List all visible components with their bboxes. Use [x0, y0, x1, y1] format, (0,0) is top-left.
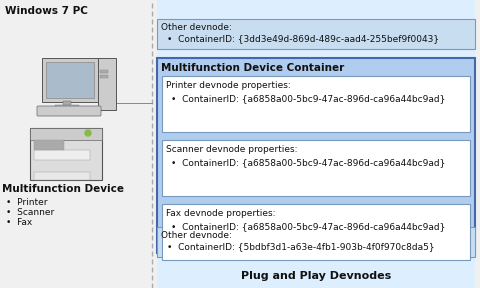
Bar [34, 150, 90, 160]
Bar [55, 105, 79, 108]
Circle shape [85, 130, 91, 136]
Bar [34, 140, 64, 150]
Text: •  ContainerID: {a6858a00-5bc9-47ac-896d-ca96a44bc9ad}: • ContainerID: {a6858a00-5bc9-47ac-896d-… [171, 94, 445, 103]
Text: •  Printer: • Printer [6, 198, 48, 207]
Text: •  Fax: • Fax [6, 218, 32, 227]
Text: Plug and Play Devnodes: Plug and Play Devnodes [241, 271, 391, 281]
Bar [100, 75, 108, 78]
Bar [63, 101, 71, 106]
Bar [162, 76, 470, 132]
Bar [157, 227, 475, 257]
Text: •  ContainerID: {3dd3e49d-869d-489c-aad4-255bef9f0043}: • ContainerID: {3dd3e49d-869d-489c-aad4-… [167, 34, 439, 43]
Text: Fax devnode properties:: Fax devnode properties: [166, 209, 276, 218]
Bar [100, 70, 108, 73]
Text: Other devnode:: Other devnode: [161, 231, 232, 240]
Bar [30, 128, 102, 140]
Text: •  Scanner: • Scanner [6, 208, 54, 217]
Text: Printer devnode properties:: Printer devnode properties: [166, 81, 291, 90]
Bar [42, 58, 98, 102]
Bar [34, 172, 90, 180]
Bar [157, 19, 475, 49]
Bar [162, 204, 470, 260]
Bar [157, 0, 475, 288]
Bar [30, 128, 102, 180]
Text: Scanner devnode properties:: Scanner devnode properties: [166, 145, 298, 154]
Bar [157, 58, 475, 253]
Text: Multifunction Device Container: Multifunction Device Container [161, 63, 344, 73]
Text: •  ContainerID: {5bdbf3d1-a63e-4fb1-903b-4f0f970c8da5}: • ContainerID: {5bdbf3d1-a63e-4fb1-903b-… [167, 242, 434, 251]
Text: •  ContainerID: {a6858a00-5bc9-47ac-896d-ca96a44bc9ad}: • ContainerID: {a6858a00-5bc9-47ac-896d-… [171, 158, 445, 167]
Text: Windows 7 PC: Windows 7 PC [5, 6, 88, 16]
Text: Multifunction Device: Multifunction Device [2, 184, 124, 194]
FancyBboxPatch shape [37, 106, 101, 116]
Bar [46, 62, 94, 98]
Bar [162, 140, 470, 196]
Text: •  ContainerID: {a6858a00-5bc9-47ac-896d-ca96a44bc9ad}: • ContainerID: {a6858a00-5bc9-47ac-896d-… [171, 222, 445, 231]
Text: Other devnode:: Other devnode: [161, 23, 232, 32]
Bar [98, 58, 116, 110]
